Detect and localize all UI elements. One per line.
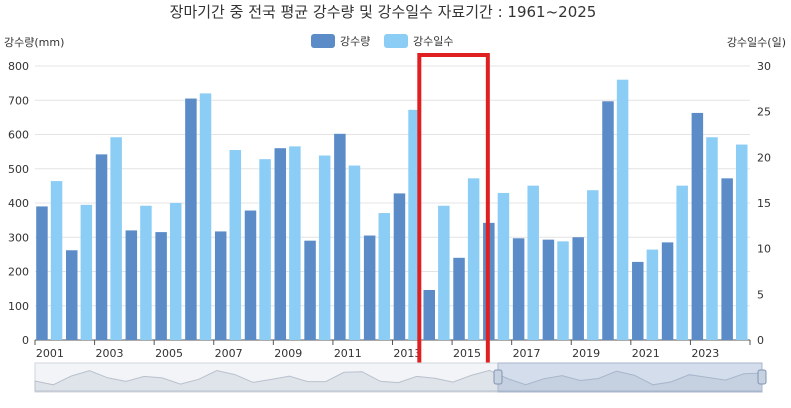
y-right-tick-label: 25 bbox=[757, 106, 771, 119]
y-left-tick-label: 300 bbox=[8, 231, 29, 244]
chart-title: 장마기간 중 전국 평균 강수량 및 강수일수 자료기간 : 1961~2025 bbox=[170, 3, 597, 21]
bar-raindays bbox=[706, 137, 718, 340]
y-axis-left-ticks: 0 100 200 300 400 500 600 700 800 bbox=[8, 60, 29, 347]
x-tick-label: 2009 bbox=[274, 347, 302, 360]
x-tick-label: 2021 bbox=[632, 347, 660, 360]
y-right-tick-label: 15 bbox=[757, 197, 771, 210]
x-tick-label: 2017 bbox=[513, 347, 541, 360]
bar-raindays bbox=[616, 79, 629, 340]
x-tick-label: 2015 bbox=[453, 347, 481, 360]
x-axis: 2001 2003 2005 2007 2009 2011 2013 2015 2017 2019… bbox=[34, 340, 751, 360]
legend-swatch-rainfall bbox=[311, 34, 335, 48]
x-tick-label: 2013 bbox=[393, 347, 421, 360]
bar-raindays bbox=[408, 109, 420, 340]
bar-rainfall bbox=[244, 210, 257, 340]
bar-raindays bbox=[289, 146, 301, 340]
y-left-tick-label: 700 bbox=[8, 94, 29, 107]
bar-raindays bbox=[348, 165, 361, 340]
y-right-tick-label: 20 bbox=[757, 151, 771, 164]
bar-raindays bbox=[199, 93, 212, 341]
bar-raindays bbox=[587, 190, 599, 340]
bar-raindays bbox=[80, 204, 93, 340]
bar-raindays bbox=[378, 213, 391, 340]
y-right-tick-label: 5 bbox=[757, 288, 764, 301]
bar-rainfall bbox=[632, 261, 644, 340]
bar-rainfall bbox=[661, 242, 674, 340]
y-axis-left-label: 강수량(mm) bbox=[4, 36, 64, 49]
bar-raindays bbox=[438, 205, 450, 340]
bar-rainfall bbox=[155, 232, 167, 340]
bar-rainfall bbox=[334, 133, 346, 340]
y-left-tick-label: 500 bbox=[8, 163, 29, 176]
bar-raindays bbox=[527, 185, 539, 340]
x-tick-label: 2001 bbox=[36, 347, 64, 360]
bar-rainfall bbox=[274, 148, 287, 340]
x-tick-label: 2003 bbox=[95, 347, 123, 360]
legend-label-rainfall[interactable]: 강수량 bbox=[340, 35, 370, 48]
bar-raindays bbox=[110, 137, 122, 340]
bar-rainfall bbox=[393, 193, 406, 340]
bar-raindays bbox=[50, 181, 63, 340]
y-left-tick-label: 200 bbox=[8, 266, 29, 279]
x-tick-label: 2007 bbox=[215, 347, 243, 360]
y-right-tick-label: 0 bbox=[757, 334, 764, 347]
x-tick-label: 2019 bbox=[572, 347, 600, 360]
bar-rainfall bbox=[512, 238, 525, 340]
x-tick-label: 2011 bbox=[334, 347, 362, 360]
bar-rainfall bbox=[36, 206, 48, 340]
zoom-handle-right[interactable] bbox=[757, 369, 767, 385]
bar-raindays bbox=[259, 159, 271, 340]
bar-rainfall bbox=[721, 178, 733, 340]
x-tick-label: 2023 bbox=[691, 347, 719, 360]
zoom-preview-area bbox=[34, 369, 763, 392]
bar-rainfall bbox=[65, 250, 78, 340]
bar-raindays bbox=[140, 205, 152, 340]
grid-lines bbox=[35, 65, 750, 341]
bar-rainfall bbox=[363, 235, 376, 340]
bar-rainfall bbox=[125, 230, 138, 340]
bar-raindays bbox=[646, 249, 659, 340]
bar-rainfall bbox=[423, 289, 435, 340]
bar-raindays bbox=[169, 203, 182, 340]
y-right-tick-label: 30 bbox=[757, 60, 771, 73]
bar-rainfall bbox=[691, 112, 704, 340]
x-tick-label: 2005 bbox=[155, 347, 183, 360]
bar-raindays bbox=[676, 185, 688, 340]
bar-rainfall bbox=[542, 239, 555, 340]
zoom-selected-range[interactable] bbox=[497, 362, 763, 393]
y-axis-right-label: 강수일수(일) bbox=[727, 35, 786, 49]
bar-raindays bbox=[736, 144, 748, 340]
y-right-tick-label: 10 bbox=[757, 243, 771, 256]
legend-label-raindays[interactable]: 강수일수 bbox=[413, 34, 453, 48]
bar-rainfall bbox=[572, 237, 584, 340]
y-left-tick-label: 100 bbox=[8, 300, 29, 313]
bar-rainfall bbox=[453, 257, 465, 340]
y-left-tick-label: 600 bbox=[8, 129, 29, 142]
legend-swatch-raindays bbox=[384, 34, 408, 48]
bar-raindays bbox=[557, 241, 569, 340]
y-left-tick-label: 400 bbox=[8, 197, 29, 210]
bar-rainfall bbox=[95, 154, 108, 340]
bar-rainfall bbox=[214, 231, 227, 340]
bar-rainfall bbox=[185, 98, 197, 340]
bar-raindays bbox=[318, 155, 331, 340]
bar-series bbox=[36, 79, 748, 341]
bar-raindays bbox=[229, 150, 242, 340]
y-left-tick-label: 0 bbox=[22, 334, 29, 347]
bar-rainfall bbox=[304, 240, 316, 340]
legend[interactable]: 강수량 강수일수 bbox=[311, 34, 453, 48]
bar-rainfall bbox=[602, 101, 614, 340]
y-left-tick-label: 800 bbox=[8, 60, 29, 73]
bar-raindays bbox=[497, 192, 510, 340]
y-axis-right-ticks: 0 5 10 15 20 25 30 bbox=[757, 60, 771, 347]
data-zoom-slider[interactable] bbox=[34, 362, 767, 393]
zoom-handle-left[interactable] bbox=[493, 369, 503, 385]
bar-raindays bbox=[467, 178, 480, 340]
